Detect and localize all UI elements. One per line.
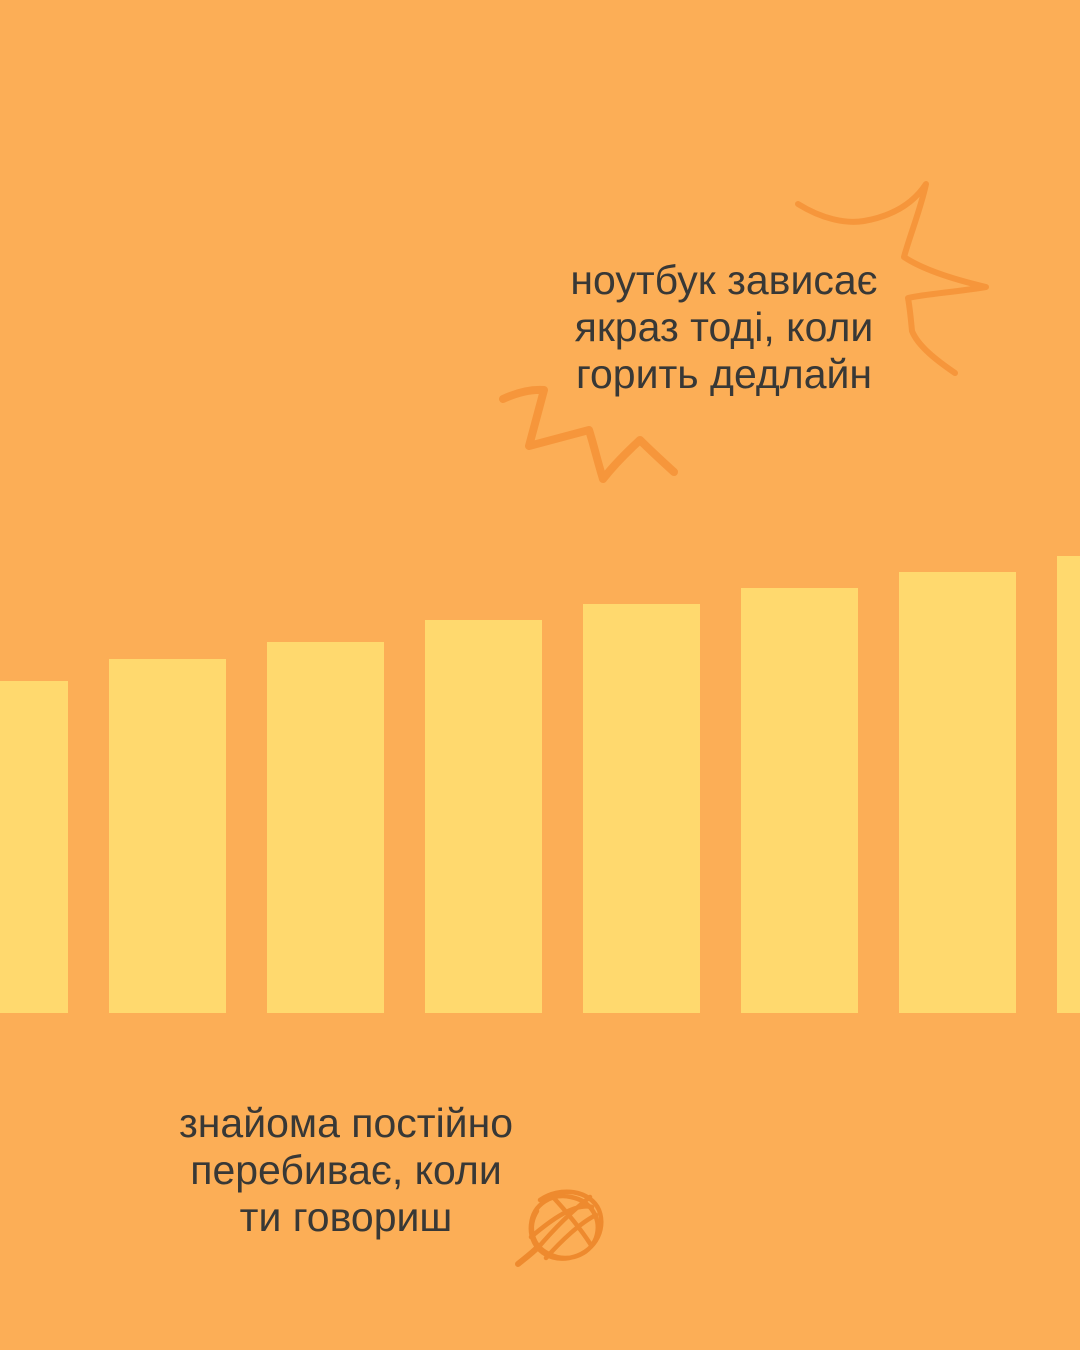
bar-4	[425, 620, 542, 1013]
caption-top-line: ноутбук зависає	[570, 257, 878, 303]
bar-2	[109, 659, 226, 1013]
caption-bottom-line: ти говориш	[239, 1194, 453, 1240]
caption-bottom-line: перебиває, коли	[190, 1147, 502, 1193]
bar-8	[1057, 556, 1080, 1013]
bar-1	[0, 681, 68, 1013]
bar-5	[583, 604, 700, 1013]
bar-6	[741, 588, 858, 1013]
caption-top-line: горить дедлайн	[575, 351, 873, 397]
caption-bottom-line: знайома постійно	[178, 1100, 514, 1146]
caption-top-line: якраз тоді, коли	[574, 304, 874, 350]
bar-3	[267, 642, 384, 1013]
caption-bottom: знайома постійно перебиває, коли ти гово…	[106, 1100, 586, 1241]
bar-7	[899, 572, 1016, 1013]
caption-top: ноутбук зависає якраз тоді, коли горить …	[484, 257, 964, 398]
